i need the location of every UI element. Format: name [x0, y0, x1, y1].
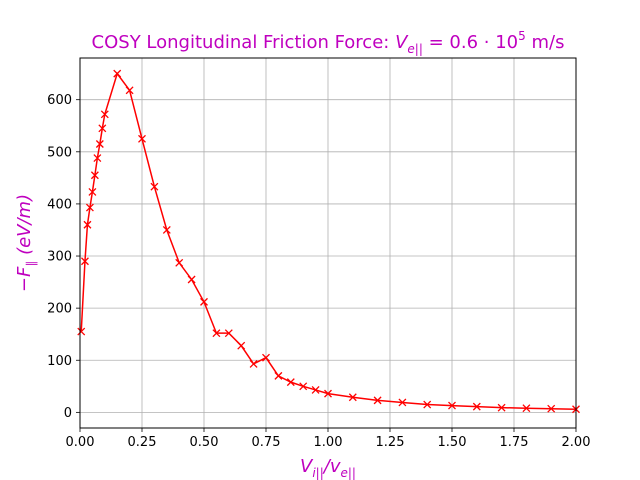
y-tick-label: 300: [47, 250, 72, 265]
data-point-marker: [299, 382, 308, 391]
data-point-marker: [324, 389, 332, 398]
data-point-marker: [237, 341, 246, 350]
ylabel-sub: ∥: [24, 261, 38, 267]
data-point-marker: [85, 203, 94, 212]
data-point-marker: [472, 402, 481, 411]
xlabel-slash: /: [322, 456, 332, 477]
data-point-marker: [88, 187, 97, 196]
data-point-marker: [200, 297, 208, 306]
x-tick-label: 1.25: [376, 435, 405, 450]
x-axis-ticks: 0.00 0.25 0.50 0.75 1.00 1.25 1.50 1.75 2.00: [66, 428, 591, 450]
data-point-marker: [100, 110, 109, 119]
x-tick-label: 0.25: [128, 435, 157, 450]
data-point-marker: [448, 401, 456, 410]
data-point-marker: [373, 396, 382, 405]
x-tick-label: 1.75: [500, 435, 529, 450]
data-point-marker: [175, 258, 184, 267]
title-exp: 5: [518, 29, 526, 43]
data-point-marker: [125, 86, 134, 95]
data-point-marker: [113, 69, 122, 78]
y-axis-label: −F∥ (eV/m): [14, 194, 38, 292]
y-tick-label: 0: [64, 406, 72, 421]
data-point-marker: [93, 154, 102, 163]
x-axis-label: Vi||/ve||: [300, 456, 356, 480]
x-tick-label: 1.00: [314, 435, 343, 450]
data-point-marker: [138, 134, 146, 143]
data-point-marker: [162, 226, 171, 234]
marker-layer: [77, 69, 580, 414]
data-point-marker: [497, 403, 506, 412]
data-point-marker: [83, 220, 92, 229]
title-var: V: [395, 32, 409, 53]
data-point-marker: [187, 275, 196, 284]
data-point-marker: [90, 171, 99, 180]
x-tick-label: 0.75: [252, 435, 281, 450]
data-point-marker: [98, 124, 107, 133]
x-tick-label: 2.00: [562, 435, 591, 450]
data-point-marker: [522, 404, 531, 413]
data-point-marker: [262, 353, 270, 362]
data-point-marker: [212, 329, 221, 338]
data-point-marker: [77, 327, 86, 336]
title-unit: m/s: [526, 32, 565, 53]
data-point-marker: [348, 393, 357, 402]
y-tick-label: 200: [47, 302, 72, 317]
y-tick-label: 600: [47, 93, 72, 108]
data-point-marker: [311, 385, 320, 394]
xlabel-main2: v: [330, 456, 341, 477]
title-prefix: COSY Longitudinal Friction Force:: [92, 32, 396, 53]
series-line: [80, 71, 577, 410]
data-point-marker: [547, 404, 556, 413]
xlabel-main: V: [300, 456, 314, 477]
ylabel-unit: (eV/m): [14, 194, 35, 261]
ylabel-main: F: [14, 266, 35, 277]
x-tick-label: 1.50: [438, 435, 467, 450]
data-point-marker: [81, 257, 89, 266]
y-tick-label: 100: [47, 354, 72, 369]
y-tick-label: 500: [47, 145, 72, 160]
data-point-marker: [95, 140, 104, 148]
data-point-marker: [224, 329, 233, 338]
series-layer: [77, 69, 580, 414]
xlabel-sub1: i||: [312, 466, 323, 480]
y-tick-label: 400: [47, 197, 72, 212]
data-point-marker: [249, 359, 258, 368]
ylabel-minus: −: [14, 277, 35, 292]
data-point-marker: [423, 400, 432, 409]
title-eq: = 0.6 · 10: [423, 32, 518, 53]
data-point-marker: [150, 182, 159, 191]
xlabel-sub2: e||: [341, 466, 356, 480]
title-var-sub: e||: [407, 42, 422, 56]
grid: [79, 58, 577, 428]
y-axis-ticks: 0 100 200 300 400 500 600: [47, 93, 80, 421]
x-tick-label: 0.00: [66, 435, 95, 450]
chart-title: COSY Longitudinal Friction Force: Ve|| =…: [92, 29, 565, 56]
x-tick-label: 0.50: [190, 435, 219, 450]
data-point-marker: [286, 378, 295, 387]
data-point-marker: [398, 398, 407, 407]
data-point-marker: [274, 371, 283, 380]
